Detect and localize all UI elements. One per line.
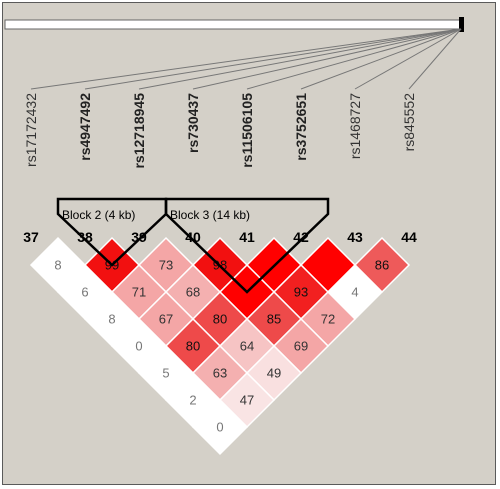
ld-cell-value: 5 <box>162 366 169 381</box>
snp-index-labels: 37 38 39 40 41 42 43 44 <box>23 229 417 245</box>
ld-cell-value: 64 <box>240 339 254 354</box>
ld-plot-frame: rs17172432 rs4947492 rs12718945 rs730437 rs1… <box>2 2 496 485</box>
ld-cell-value: 67 <box>159 312 173 327</box>
ld-cell-value: 0 <box>135 339 142 354</box>
haplotype-block-label: Block 3 (14 kb) <box>170 208 250 222</box>
ld-cell-value: 47 <box>240 393 254 408</box>
snp-name-labels: rs17172432 rs4947492 rs12718945 rs730437 rs1… <box>23 93 417 169</box>
ld-cell-value: 63 <box>213 366 227 381</box>
snp-connector-line <box>192 28 462 90</box>
snp-name-label: rs12718945 <box>131 93 147 169</box>
snp-connector-line <box>30 28 462 90</box>
snp-index-label: 39 <box>131 229 147 245</box>
ld-cell-value: 80 <box>213 312 227 327</box>
snp-index-label: 41 <box>239 229 255 245</box>
ld-cell-value: 2 <box>189 393 196 408</box>
ld-cell-value: 93 <box>294 285 308 300</box>
ld-cell-value: 49 <box>267 366 281 381</box>
ld-cell-value: 8 <box>54 258 61 273</box>
snp-connector-line <box>354 28 462 90</box>
ld-cell-value: 71 <box>132 285 146 300</box>
ld-cells: 8 99 73 98 866 71 68 93 48 67 80 85 720 80 64 695 63 492 4… <box>29 236 411 456</box>
snp-index-label: 44 <box>401 229 417 245</box>
position-scale-bar <box>4 19 464 30</box>
ld-cell-value: 0 <box>216 420 223 435</box>
snp-index-label: 40 <box>185 229 201 245</box>
ld-cell-value: 80 <box>186 339 200 354</box>
snp-connector-line <box>300 28 462 90</box>
snp-connector-lines <box>30 28 462 90</box>
snp-index-label: 43 <box>347 229 363 245</box>
snp-index-label: 38 <box>77 229 93 245</box>
snp-connector-line <box>408 28 462 90</box>
snp-name-label: rs1468727 <box>347 93 363 159</box>
position-scale <box>4 17 464 32</box>
ld-cell-value: 73 <box>159 258 173 273</box>
snp-name-label: rs730437 <box>185 93 201 153</box>
snp-connector-line <box>246 28 462 90</box>
ld-heatmap: rs17172432 rs4947492 rs12718945 rs730437 rs1… <box>4 17 464 456</box>
ld-cell-value: 68 <box>186 285 200 300</box>
snp-name-label: rs845552 <box>401 93 417 152</box>
ld-cell <box>191 398 249 456</box>
snp-name-label: rs3752651 <box>293 93 309 161</box>
snp-connector-line <box>84 28 462 90</box>
ld-cell-value: 6 <box>81 285 88 300</box>
snp-connector-line <box>138 28 462 90</box>
ld-cell-value: 72 <box>321 312 335 327</box>
snp-name-label: rs4947492 <box>77 93 93 161</box>
haplotype-block-label: Block 2 (4 kb) <box>62 208 135 222</box>
snp-name-label: rs17172432 <box>23 93 39 167</box>
haplotype-block-outline <box>56 197 168 267</box>
ld-cell-value: 8 <box>108 312 115 327</box>
ld-cell-value: 69 <box>294 339 308 354</box>
snp-index-label: 42 <box>293 229 309 245</box>
ld-cell-value: 85 <box>267 312 281 327</box>
position-marker <box>459 17 464 32</box>
snp-name-label: rs11506105 <box>239 93 255 168</box>
haplotype-block-outline <box>164 197 330 294</box>
haplotype-blocks: Block 2 (4 kb) Block 3 (14 kb) <box>56 197 330 294</box>
snp-index-label: 37 <box>23 229 39 245</box>
ld-cell-value: 4 <box>351 285 358 300</box>
ld-cell-value: 86 <box>375 258 389 273</box>
